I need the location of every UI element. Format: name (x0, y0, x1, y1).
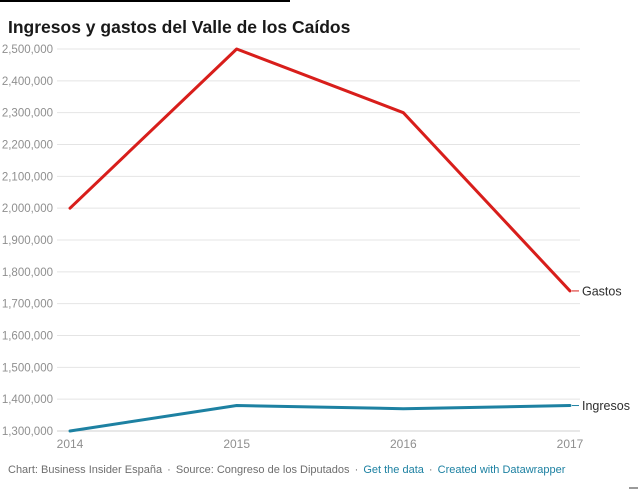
top-edge-artifact (0, 0, 290, 2)
series-line-ingresos (68, 404, 572, 433)
datawrapper-link[interactable]: Created with Datawrapper (437, 464, 566, 476)
y-axis-tick-label: 2,100,000 (2, 171, 53, 183)
y-axis-tick-label: 1,900,000 (2, 235, 53, 247)
y-axis-tick-label: 1,800,000 (2, 267, 53, 279)
series-label-gastos: Gastos (582, 284, 622, 298)
y-axis-tick-label: 2,300,000 (2, 108, 53, 120)
y-axis-tick-label: 2,200,000 (2, 140, 53, 152)
y-axis-tick-label: 2,000,000 (2, 203, 53, 215)
x-axis-tick-label: 2015 (223, 437, 250, 451)
x-axis-tick-label: 2017 (557, 437, 584, 451)
series-line-gastos (68, 47, 572, 293)
footer-source-text: Source: Congreso de los Diputados (175, 464, 350, 476)
x-axis-tick-label: 2016 (390, 437, 417, 451)
y-axis-tick-label: 1,500,000 (2, 362, 53, 374)
chart-title: Ingresos y gastos del Valle de los Caído… (8, 16, 351, 37)
x-axis-tick-label: 2014 (57, 437, 84, 451)
footer-separator: · (425, 464, 436, 476)
footer-separator: · (164, 464, 174, 476)
series-label-ingresos: Ingresos (582, 399, 630, 413)
footer-credit-text: Chart: Business Insider España (8, 464, 163, 476)
y-axis-tick-label: 2,500,000 (2, 44, 53, 56)
y-axis-tick-label: 1,600,000 (2, 331, 53, 343)
y-axis-tick-label: 1,400,000 (2, 394, 53, 406)
footer-separator: · (351, 464, 362, 476)
chart-area: 2,500,000 2,400,000 2,300,000 2,200,000 2,10… (2, 44, 630, 451)
bottom-right-artifact (629, 487, 638, 489)
get-the-data-link[interactable]: Get the data (363, 464, 424, 476)
y-axis-tick-label: 2,400,000 (2, 76, 53, 88)
footer-attribution: Chart: Business Insider España · Source:… (8, 464, 632, 476)
y-axis-tick-label: 1,300,000 (2, 426, 53, 438)
y-axis-tick-label: 1,700,000 (2, 299, 53, 311)
